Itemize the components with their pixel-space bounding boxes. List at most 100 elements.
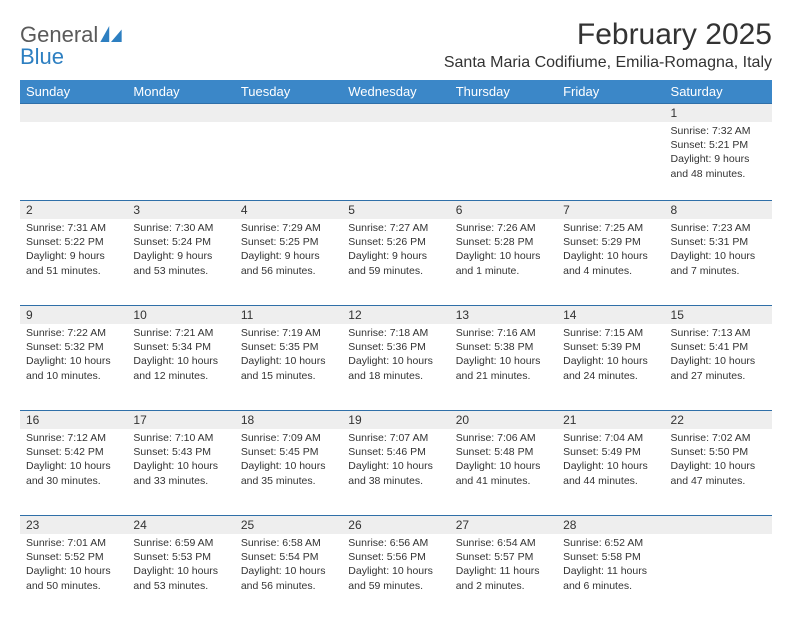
day-number: 5 bbox=[342, 200, 449, 219]
day-details-cell: Sunrise: 7:25 AMSunset: 5:29 PMDaylight:… bbox=[557, 219, 664, 305]
empty-cell bbox=[20, 122, 127, 200]
day-details-cell: Sunrise: 7:32 AMSunset: 5:21 PMDaylight:… bbox=[665, 122, 772, 200]
day-number: 21 bbox=[557, 410, 664, 429]
day-number: 2 bbox=[20, 200, 127, 219]
details-row: Sunrise: 7:31 AMSunset: 5:22 PMDaylight:… bbox=[20, 219, 772, 305]
day-number: 24 bbox=[127, 515, 234, 534]
day-details: Sunrise: 7:25 AMSunset: 5:29 PMDaylight:… bbox=[557, 219, 664, 282]
day-number: 19 bbox=[342, 410, 449, 429]
calendar-table: SundayMondayTuesdayWednesdayThursdayFrid… bbox=[20, 80, 772, 620]
day-details: Sunrise: 7:04 AMSunset: 5:49 PMDaylight:… bbox=[557, 429, 664, 492]
day-details bbox=[450, 122, 557, 142]
empty-cell bbox=[235, 122, 342, 200]
empty-cell bbox=[557, 103, 664, 122]
day-number-cell: 22 bbox=[665, 410, 772, 429]
empty-cell bbox=[235, 103, 342, 122]
day-number bbox=[665, 515, 772, 534]
day-details-cell: Sunrise: 7:19 AMSunset: 5:35 PMDaylight:… bbox=[235, 324, 342, 410]
empty-cell bbox=[342, 122, 449, 200]
day-details-cell: Sunrise: 7:23 AMSunset: 5:31 PMDaylight:… bbox=[665, 219, 772, 305]
day-number-cell: 14 bbox=[557, 305, 664, 324]
day-details: Sunrise: 7:32 AMSunset: 5:21 PMDaylight:… bbox=[665, 122, 772, 185]
day-number-cell: 16 bbox=[20, 410, 127, 429]
day-number-cell: 1 bbox=[665, 103, 772, 122]
day-details-cell: Sunrise: 6:59 AMSunset: 5:53 PMDaylight:… bbox=[127, 534, 234, 620]
day-number bbox=[557, 103, 664, 122]
day-number-cell: 20 bbox=[450, 410, 557, 429]
daynum-row: 16171819202122 bbox=[20, 410, 772, 429]
day-details: Sunrise: 7:19 AMSunset: 5:35 PMDaylight:… bbox=[235, 324, 342, 387]
day-details bbox=[557, 122, 664, 142]
day-number: 17 bbox=[127, 410, 234, 429]
day-number: 26 bbox=[342, 515, 449, 534]
day-number-cell: 27 bbox=[450, 515, 557, 534]
day-details: Sunrise: 7:29 AMSunset: 5:25 PMDaylight:… bbox=[235, 219, 342, 282]
day-number bbox=[20, 103, 127, 122]
empty-cell bbox=[127, 103, 234, 122]
day-details: Sunrise: 7:26 AMSunset: 5:28 PMDaylight:… bbox=[450, 219, 557, 282]
logo-sail-icon bbox=[98, 22, 122, 47]
day-number-cell: 11 bbox=[235, 305, 342, 324]
day-details-cell: Sunrise: 6:54 AMSunset: 5:57 PMDaylight:… bbox=[450, 534, 557, 620]
day-number: 4 bbox=[235, 200, 342, 219]
day-number-cell: 3 bbox=[127, 200, 234, 219]
location: Santa Maria Codifiume, Emilia-Romagna, I… bbox=[444, 54, 772, 72]
day-details-cell: Sunrise: 7:06 AMSunset: 5:48 PMDaylight:… bbox=[450, 429, 557, 515]
day-details-cell: Sunrise: 7:13 AMSunset: 5:41 PMDaylight:… bbox=[665, 324, 772, 410]
day-details-cell: Sunrise: 7:15 AMSunset: 5:39 PMDaylight:… bbox=[557, 324, 664, 410]
day-details: Sunrise: 7:27 AMSunset: 5:26 PMDaylight:… bbox=[342, 219, 449, 282]
day-details-cell: Sunrise: 7:22 AMSunset: 5:32 PMDaylight:… bbox=[20, 324, 127, 410]
day-number: 9 bbox=[20, 305, 127, 324]
day-details: Sunrise: 7:22 AMSunset: 5:32 PMDaylight:… bbox=[20, 324, 127, 387]
details-row: Sunrise: 7:12 AMSunset: 5:42 PMDaylight:… bbox=[20, 429, 772, 515]
daynum-row: 1 bbox=[20, 103, 772, 122]
day-details-cell: Sunrise: 7:30 AMSunset: 5:24 PMDaylight:… bbox=[127, 219, 234, 305]
day-number: 6 bbox=[450, 200, 557, 219]
logo-word2: Blue bbox=[20, 44, 64, 69]
details-row: Sunrise: 7:22 AMSunset: 5:32 PMDaylight:… bbox=[20, 324, 772, 410]
day-number: 15 bbox=[665, 305, 772, 324]
day-number-cell: 25 bbox=[235, 515, 342, 534]
day-number bbox=[127, 103, 234, 122]
day-details: Sunrise: 7:23 AMSunset: 5:31 PMDaylight:… bbox=[665, 219, 772, 282]
day-number: 18 bbox=[235, 410, 342, 429]
day-number: 28 bbox=[557, 515, 664, 534]
daynum-row: 2345678 bbox=[20, 200, 772, 219]
empty-cell bbox=[665, 534, 772, 620]
day-details bbox=[20, 122, 127, 142]
day-details: Sunrise: 7:16 AMSunset: 5:38 PMDaylight:… bbox=[450, 324, 557, 387]
day-number: 12 bbox=[342, 305, 449, 324]
day-number: 7 bbox=[557, 200, 664, 219]
calendar-body: 1 Sunrise: 7:32 AMSunset: 5:21 PMDayligh… bbox=[20, 103, 772, 620]
day-details bbox=[235, 122, 342, 142]
day-number-cell: 12 bbox=[342, 305, 449, 324]
empty-cell bbox=[127, 122, 234, 200]
day-details-cell: Sunrise: 7:07 AMSunset: 5:46 PMDaylight:… bbox=[342, 429, 449, 515]
day-number-cell: 19 bbox=[342, 410, 449, 429]
day-details: Sunrise: 7:12 AMSunset: 5:42 PMDaylight:… bbox=[20, 429, 127, 492]
day-details: Sunrise: 7:10 AMSunset: 5:43 PMDaylight:… bbox=[127, 429, 234, 492]
day-details-cell: Sunrise: 7:02 AMSunset: 5:50 PMDaylight:… bbox=[665, 429, 772, 515]
day-details-cell: Sunrise: 7:16 AMSunset: 5:38 PMDaylight:… bbox=[450, 324, 557, 410]
day-number: 27 bbox=[450, 515, 557, 534]
day-details-cell: Sunrise: 6:56 AMSunset: 5:56 PMDaylight:… bbox=[342, 534, 449, 620]
day-details: Sunrise: 7:09 AMSunset: 5:45 PMDaylight:… bbox=[235, 429, 342, 492]
weekday-header: Sunday bbox=[20, 80, 127, 103]
day-details bbox=[127, 122, 234, 142]
day-number-cell: 18 bbox=[235, 410, 342, 429]
day-number: 16 bbox=[20, 410, 127, 429]
day-details-cell: Sunrise: 7:21 AMSunset: 5:34 PMDaylight:… bbox=[127, 324, 234, 410]
weekday-header: Thursday bbox=[450, 80, 557, 103]
day-details-cell: Sunrise: 7:04 AMSunset: 5:49 PMDaylight:… bbox=[557, 429, 664, 515]
logo-text: General Blue bbox=[20, 24, 122, 68]
day-number: 14 bbox=[557, 305, 664, 324]
empty-cell bbox=[665, 515, 772, 534]
day-number-cell: 8 bbox=[665, 200, 772, 219]
day-details-cell: Sunrise: 7:09 AMSunset: 5:45 PMDaylight:… bbox=[235, 429, 342, 515]
day-number-cell: 7 bbox=[557, 200, 664, 219]
day-details-cell: Sunrise: 7:29 AMSunset: 5:25 PMDaylight:… bbox=[235, 219, 342, 305]
day-number-cell: 23 bbox=[20, 515, 127, 534]
empty-cell bbox=[450, 122, 557, 200]
day-details-cell: Sunrise: 6:58 AMSunset: 5:54 PMDaylight:… bbox=[235, 534, 342, 620]
day-number bbox=[342, 103, 449, 122]
